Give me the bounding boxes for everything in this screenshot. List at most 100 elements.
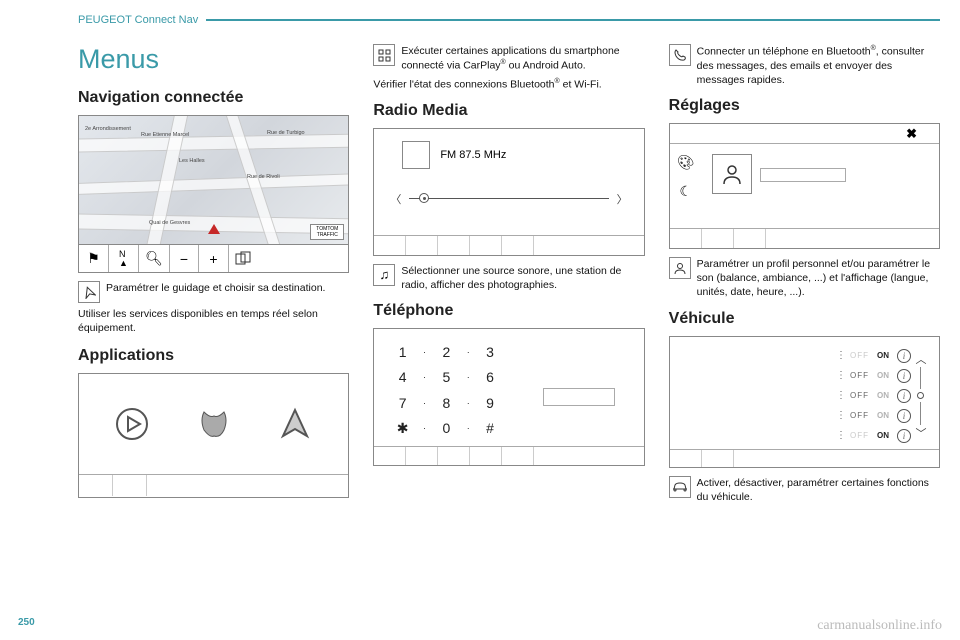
apps-grid-icon [373, 44, 395, 66]
phone-side [514, 329, 643, 465]
key-1[interactable]: 1 [382, 339, 423, 365]
toolbar-slot[interactable] [734, 229, 766, 248]
peugeot-lion-icon[interactable] [194, 404, 234, 444]
column-1: Menus Navigation connectée 2e Arrondisse… [78, 44, 349, 610]
toolbar-slot[interactable] [470, 447, 502, 465]
profile-icon[interactable] [712, 154, 752, 194]
menus-title: Menus [78, 44, 349, 75]
info-icon[interactable]: i [897, 409, 911, 423]
toolbar-slot[interactable] [374, 236, 406, 255]
toolbar-slot[interactable] [702, 450, 734, 467]
toggle-off: OFF [850, 371, 869, 380]
zoom-in-icon[interactable]: + [199, 245, 229, 272]
info-icon[interactable]: i [897, 349, 911, 363]
vehicle-scroll[interactable]: ︿ ﹀ [911, 347, 931, 445]
nav-toolbar: ⚑ N▲ 🔍︎ − + [79, 244, 348, 272]
tuner-thumb[interactable] [419, 193, 429, 203]
key-3[interactable]: 3 [470, 339, 511, 365]
radio-art-placeholder [402, 141, 430, 169]
toolbar-slot[interactable] [438, 447, 470, 465]
zoom-out-icon[interactable]: − [169, 245, 199, 272]
toggle-off: OFF [850, 351, 869, 360]
chevron-up-icon[interactable]: ︿ [915, 351, 926, 367]
vehicle-info-row: Activer, désactiver, paramétrer certaine… [669, 476, 940, 504]
key-5[interactable]: 5 [426, 364, 467, 390]
layers-icon[interactable] [229, 245, 259, 272]
key-7[interactable]: 7 [382, 390, 423, 416]
tomtom-badge: TOMTOM TRAFFIC [310, 224, 344, 240]
vehicle-toggle-row[interactable]: ⋮OFFONi [678, 429, 911, 443]
info-icon[interactable]: i [897, 429, 911, 443]
vehicle-panel: ⋮OFFONi ⋮OFFONi ⋮OFFONi ⋮OFFONi ⋮OFFONi … [669, 336, 940, 468]
toolbar-slot[interactable] [79, 475, 113, 496]
nav-panel: 2e Arrondissement Rue Etienne Marcel Rue… [78, 115, 349, 273]
toolbar-slot[interactable] [374, 447, 406, 465]
phone-number-field[interactable] [543, 388, 615, 406]
apps-panel [78, 373, 349, 498]
next-icon[interactable]: 〉 [617, 191, 628, 207]
key-9[interactable]: 9 [470, 390, 511, 416]
radio-top: FM 87.5 MHz [402, 141, 633, 169]
toolbar-slot[interactable] [670, 229, 702, 248]
vehicle-toggle-row[interactable]: ⋮OFFONi [678, 409, 911, 423]
column-2: Exécuter certaines applications du smart… [373, 44, 644, 610]
toolbar-slot[interactable] [502, 447, 534, 465]
key-0[interactable]: 0 [426, 415, 467, 441]
apps-info-row: Exécuter certaines applications du smart… [373, 44, 644, 73]
map-label: Rue Etienne Marcel [141, 132, 189, 138]
toolbar-slot[interactable] [438, 236, 470, 255]
close-icon[interactable]: ✖ [906, 126, 917, 142]
radio-tuner[interactable]: 〈 〉 [390, 191, 627, 207]
nav-arrow-icon[interactable] [275, 404, 315, 444]
phone-toolbar [374, 446, 643, 465]
tuner-track[interactable] [409, 198, 608, 199]
toolbar-slot[interactable] [470, 236, 502, 255]
profile-name-field[interactable] [760, 168, 846, 182]
phone-heading: Téléphone [373, 302, 644, 320]
key-star[interactable]: ✱ [382, 415, 423, 441]
compass-icon[interactable]: N▲ [109, 245, 139, 272]
toolbar-slot[interactable] [113, 475, 147, 496]
apps-icon-row [79, 374, 348, 474]
radio-toolbar [374, 235, 643, 255]
map-label: Quai de Gesvres [149, 220, 190, 226]
info-icon[interactable]: i [897, 369, 911, 383]
key-hash[interactable]: # [470, 415, 511, 441]
toolbar-slot[interactable] [406, 447, 438, 465]
map-marker-icon [208, 224, 220, 234]
nav-info-row: Paramétrer le guidage et choisir sa dest… [78, 281, 349, 303]
toggle-off: OFF [850, 431, 869, 440]
toolbar-slot[interactable] [670, 450, 702, 467]
nav-heading: Navigation connectée [78, 89, 349, 107]
settings-heading: Réglages [669, 97, 940, 115]
radio-info-text: Sélectionner une source sonore, une stat… [401, 264, 644, 292]
flag-icon[interactable]: ⚑ [79, 245, 109, 272]
vehicle-toggle-row[interactable]: ⋮OFFONi [678, 389, 911, 403]
settings-topbar: ✖ [670, 124, 939, 144]
map-label: 2e Arrondissement [85, 126, 131, 132]
search-icon[interactable]: 🔍︎ [139, 245, 169, 272]
key-2[interactable]: 2 [426, 339, 467, 365]
key-4[interactable]: 4 [382, 364, 423, 390]
toolbar-slot[interactable] [406, 236, 438, 255]
settings-info-text: Paramétrer un profil personnel et/ou par… [697, 257, 940, 300]
toolbar-slot[interactable] [702, 229, 734, 248]
chevron-down-icon[interactable]: ﹀ [915, 425, 926, 441]
vehicle-toggle-row[interactable]: ⋮OFFONi [678, 369, 911, 383]
media-app-icon[interactable] [112, 404, 152, 444]
toggle-on: ON [877, 431, 889, 440]
palette-icon[interactable]: 🎨︎ [677, 154, 695, 171]
vehicle-toggle-row[interactable]: ⋮OFFONi [678, 349, 911, 363]
map-street [79, 173, 348, 195]
scroll-thumb[interactable] [917, 392, 924, 399]
key-6[interactable]: 6 [470, 364, 511, 390]
moon-icon[interactable]: ☾ [679, 183, 692, 200]
page-number: 250 [18, 617, 35, 628]
key-8[interactable]: 8 [426, 390, 467, 416]
vehicle-rows: ⋮OFFONi ⋮OFFONi ⋮OFFONi ⋮OFFONi ⋮OFFONi [678, 347, 911, 445]
phone-keypad[interactable]: 1·2·3 4·5·6 7·8·9 ✱·0·# [374, 329, 514, 465]
info-icon[interactable]: i [897, 389, 911, 403]
toolbar-slot[interactable] [502, 236, 534, 255]
prev-icon[interactable]: 〈 [390, 191, 401, 207]
vehicle-heading: Véhicule [669, 310, 940, 328]
